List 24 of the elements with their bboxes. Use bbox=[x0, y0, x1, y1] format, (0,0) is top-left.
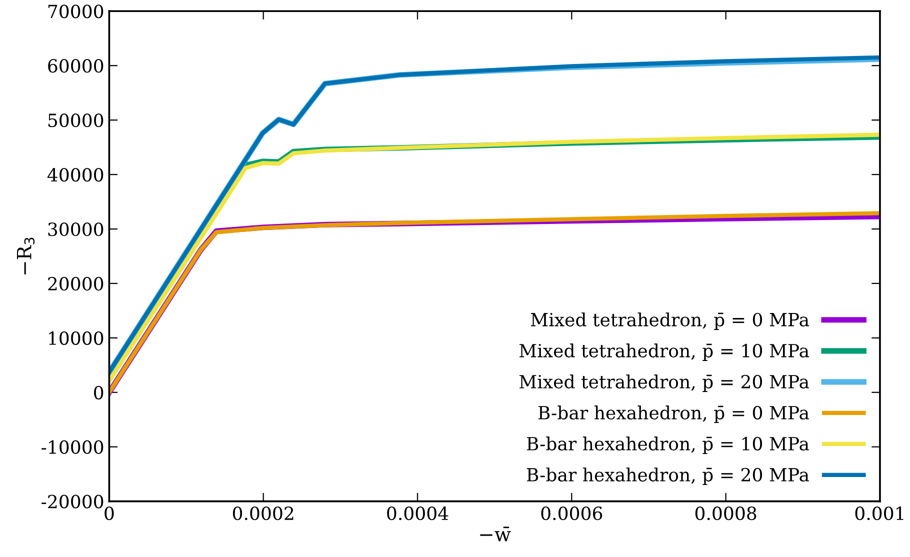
legend-label: B-bar hexahedron, p̄ = 0 MPa bbox=[538, 406, 810, 424]
y-tick-label: 70000 bbox=[48, 4, 104, 18]
y-tick-label: -20000 bbox=[42, 494, 104, 508]
legend-label: B-bar hexahedron, p̄ = 10 MPa bbox=[526, 436, 810, 454]
y-tick-label: 60000 bbox=[48, 59, 104, 73]
y-tick-label: -10000 bbox=[42, 440, 104, 454]
y-tick-label: 20000 bbox=[48, 276, 104, 291]
y-tick-label: 50000 bbox=[48, 114, 104, 128]
x-tick-label: 0.0008 bbox=[695, 506, 756, 520]
x-tick-label: 0.0002 bbox=[232, 506, 294, 520]
legend-label: Mixed tetrahedron, p̄ = 10 MPa bbox=[519, 344, 810, 361]
x-tick-label: 0.0004 bbox=[387, 506, 448, 520]
y-tick-label: 0 bbox=[94, 386, 104, 400]
x-tick-label: 0.0006 bbox=[541, 506, 602, 520]
x-tick-label: 0.001 bbox=[855, 506, 904, 520]
y-tick-label: 10000 bbox=[49, 331, 104, 346]
y-tick-label: 40000 bbox=[47, 168, 104, 182]
x-axis-title: −w̄ bbox=[480, 526, 511, 542]
y-tick-label: 30000 bbox=[48, 222, 104, 236]
x-tick-label: 0 bbox=[104, 506, 114, 520]
y-axis-title: −R$_{3}$ bbox=[17, 238, 35, 274]
legend-label: B-bar hexahedron, p̄ = 20 MPa bbox=[526, 468, 810, 486]
legend-label: Mixed tetrahedron, p̄ = 0 MPa bbox=[530, 312, 810, 330]
legend-label: Mixed tetrahedron, p̄ = 20 MPa bbox=[519, 374, 810, 392]
